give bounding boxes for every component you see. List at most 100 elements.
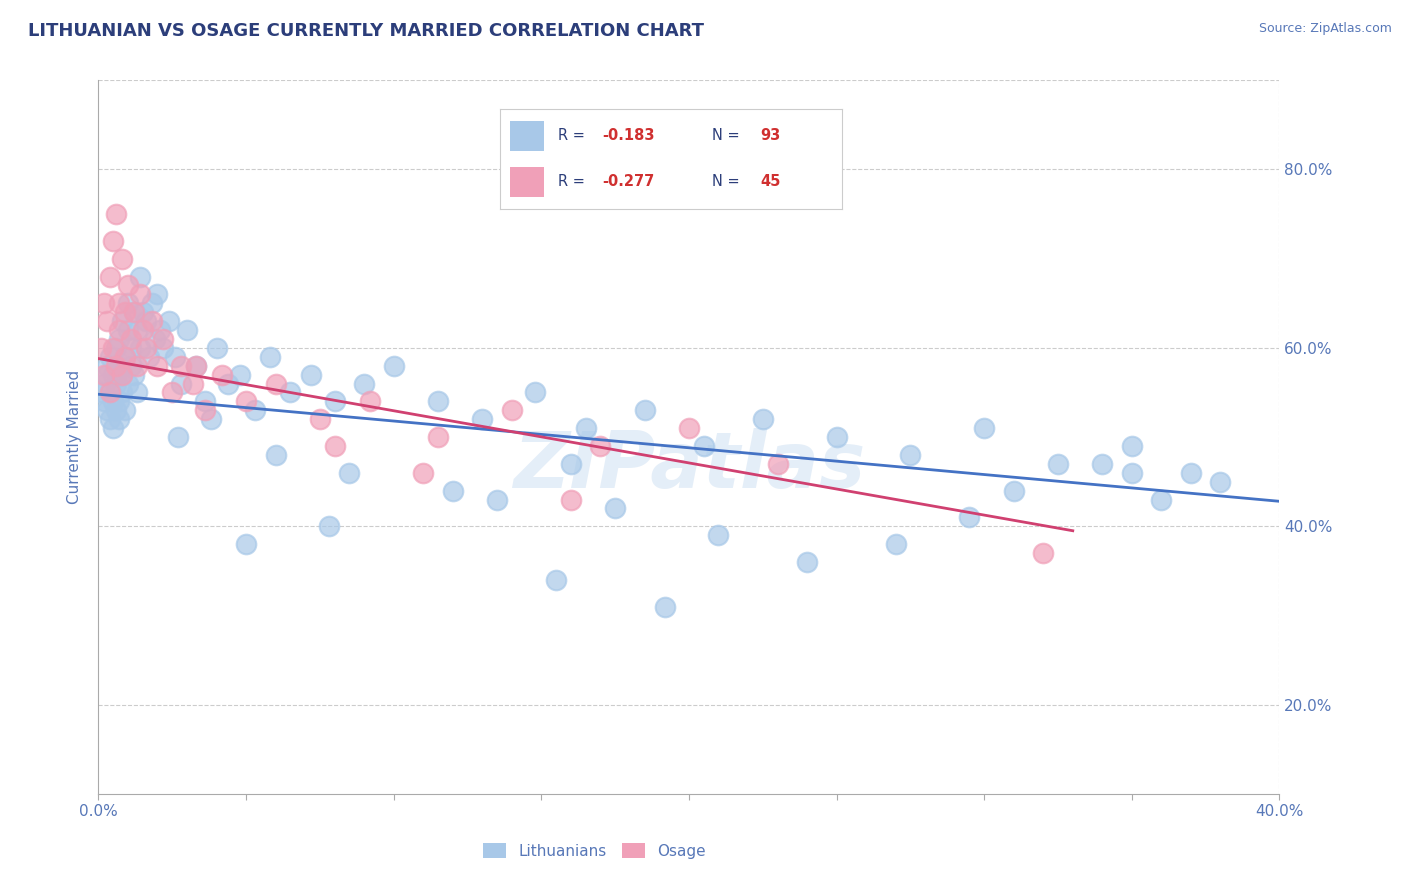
Point [194, 403, 217, 417]
Point [157, 314, 180, 328]
Point [1180, 466, 1202, 480]
Point [339, 466, 360, 480]
Point [176, 323, 198, 337]
Point [98, 269, 121, 284]
Point [165, 350, 187, 364]
Point [959, 510, 981, 524]
Point [560, 457, 582, 471]
Point [524, 385, 547, 400]
Point [574, 421, 596, 435]
Point [825, 430, 848, 444]
Point [111, 314, 134, 328]
Point [135, 341, 157, 355]
Point [105, 403, 128, 417]
Point [217, 376, 239, 391]
Point [152, 332, 174, 346]
Point [138, 350, 160, 364]
Point [560, 492, 582, 507]
Point [211, 368, 233, 382]
Point [264, 448, 287, 462]
Point [108, 296, 131, 310]
Point [120, 359, 142, 373]
Point [93, 296, 115, 310]
Point [181, 376, 204, 391]
Point [122, 305, 145, 319]
Point [120, 341, 142, 355]
Point [105, 376, 128, 391]
Point [125, 385, 148, 400]
Point [96, 368, 118, 382]
Point [235, 537, 257, 551]
Point [141, 296, 163, 310]
Point [108, 359, 131, 373]
Point [678, 421, 700, 435]
Point [973, 421, 995, 435]
Point [243, 403, 266, 417]
Point [1121, 439, 1143, 453]
Point [98, 385, 121, 400]
Point [117, 323, 139, 337]
Point [117, 278, 139, 293]
Point [654, 599, 676, 614]
Point [114, 350, 136, 364]
Point [200, 412, 222, 426]
Point [96, 359, 118, 373]
Point [1046, 457, 1069, 471]
Point [93, 368, 115, 382]
Text: ZIPatlas: ZIPatlas [513, 427, 865, 504]
Point [122, 368, 145, 382]
Point [235, 394, 257, 409]
Point [103, 421, 125, 435]
Legend: Lithuanians, Osage: Lithuanians, Osage [477, 837, 711, 864]
Point [128, 287, 150, 301]
Point [633, 403, 655, 417]
Point [796, 555, 818, 569]
Point [111, 368, 134, 382]
Point [98, 385, 121, 400]
Point [194, 394, 217, 409]
Point [111, 368, 134, 382]
Point [1002, 483, 1025, 498]
Point [1032, 546, 1054, 560]
Point [353, 376, 375, 391]
Point [441, 483, 464, 498]
Point [167, 430, 190, 444]
Point [135, 314, 157, 328]
Point [143, 332, 166, 346]
Point [318, 519, 340, 533]
Point [751, 412, 773, 426]
Point [1209, 475, 1232, 489]
Point [108, 332, 131, 346]
Point [149, 323, 172, 337]
Point [117, 296, 139, 310]
Point [90, 341, 112, 355]
Point [146, 287, 169, 301]
Point [108, 323, 131, 337]
Point [96, 403, 118, 417]
Text: Source: ZipAtlas.com: Source: ZipAtlas.com [1258, 22, 1392, 36]
Point [98, 350, 121, 364]
Point [146, 359, 169, 373]
Point [605, 501, 627, 516]
Point [412, 466, 434, 480]
Point [259, 350, 281, 364]
Point [111, 252, 134, 266]
Point [93, 394, 115, 409]
Point [98, 412, 121, 426]
Point [120, 332, 142, 346]
Point [103, 368, 125, 382]
Point [96, 314, 118, 328]
Point [105, 341, 128, 355]
Point [589, 439, 612, 453]
Point [323, 394, 346, 409]
Point [1150, 492, 1173, 507]
Point [501, 403, 523, 417]
Point [103, 234, 125, 248]
Point [309, 412, 332, 426]
Point [1091, 457, 1114, 471]
Point [900, 448, 922, 462]
Point [427, 430, 450, 444]
Point [103, 394, 125, 409]
Point [128, 269, 150, 284]
Point [299, 368, 322, 382]
